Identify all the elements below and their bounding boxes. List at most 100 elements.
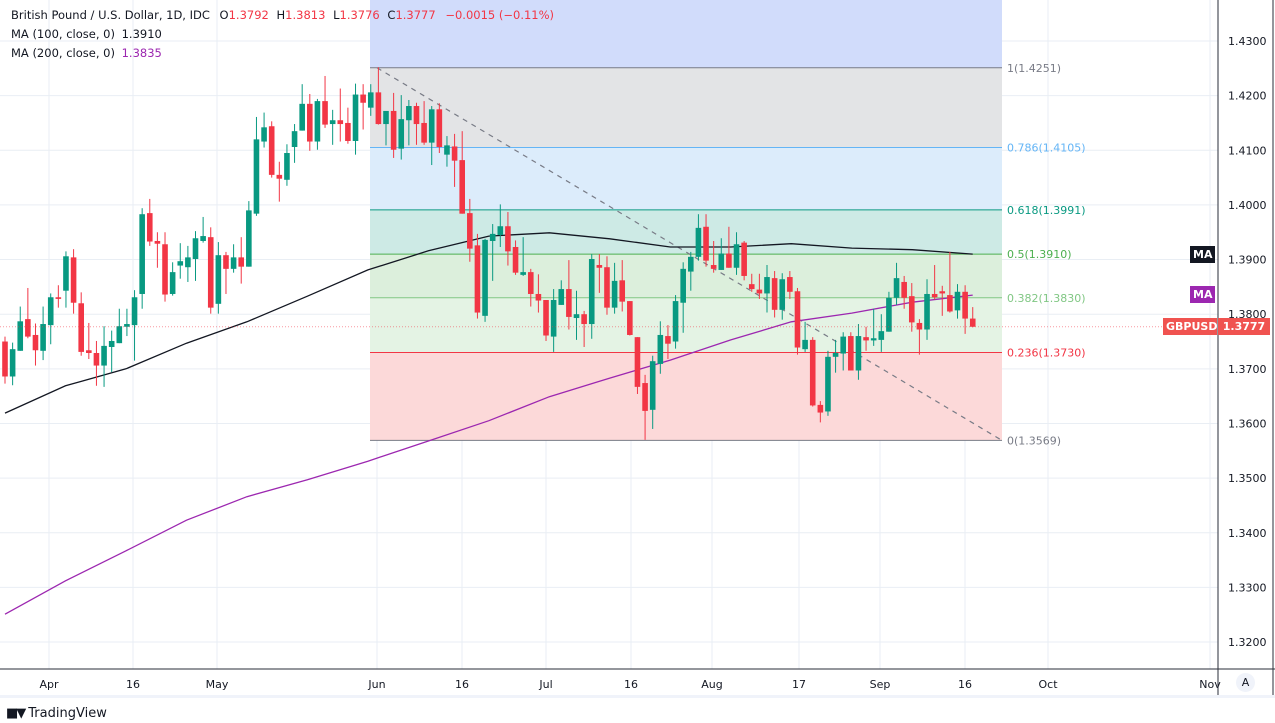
candle [131, 290, 138, 361]
candle [596, 254, 603, 293]
candle-body [649, 361, 656, 410]
candle-body [124, 324, 130, 327]
candle [672, 295, 679, 349]
x-tick-label: Jul [538, 678, 552, 691]
candle [771, 271, 778, 318]
high-value: 1.3813 [285, 8, 326, 22]
candle-body [230, 257, 237, 269]
auto-scale-button[interactable]: A [1236, 673, 1255, 692]
candle-body [505, 226, 511, 252]
candle [527, 268, 534, 307]
candle-body [86, 350, 92, 353]
candle [32, 323, 39, 366]
candle-body [299, 103, 305, 131]
candle-body [261, 127, 267, 142]
candle [535, 274, 542, 313]
fib-upper-zone [370, 0, 1002, 68]
candle [223, 251, 229, 294]
y-tick-label: 1.3400 [1228, 527, 1267, 540]
candle [733, 232, 740, 275]
candle [413, 102, 420, 145]
candle-body [863, 337, 869, 341]
candle-body [322, 101, 328, 125]
candle-body [246, 210, 252, 267]
candle-body [611, 280, 618, 308]
candle [657, 321, 664, 374]
candle-body [398, 119, 405, 149]
candle-body [474, 245, 481, 313]
candle [619, 260, 626, 312]
candle [924, 279, 930, 340]
candle [520, 237, 526, 276]
candle-body [710, 265, 717, 269]
symbol-axis-badge: GBPUSD [1163, 318, 1217, 335]
brand-name: TradingView [28, 706, 107, 721]
y-tick-label: 1.4300 [1228, 35, 1267, 48]
candle [253, 116, 260, 216]
candle [17, 306, 24, 351]
candle [489, 224, 496, 281]
candle [154, 232, 161, 268]
candle [748, 273, 755, 292]
candle [581, 310, 587, 347]
candle-body [489, 233, 496, 241]
candle-body [634, 337, 641, 387]
candle [116, 308, 123, 344]
candle [901, 275, 907, 309]
high-label: H [276, 8, 286, 22]
fib-level-label-0: 0(1.3569) [1007, 434, 1061, 447]
candle-body [642, 383, 648, 411]
candle [329, 109, 336, 145]
candle-body [101, 345, 107, 366]
candle [756, 273, 763, 299]
candle [947, 251, 953, 313]
candle [695, 214, 702, 261]
price-chart[interactable]: 1.43001.42001.41001.40001.39001.38001.37… [0, 0, 1275, 700]
candle [459, 131, 465, 214]
candle-body [146, 213, 153, 242]
fib-level-label-0.382: 0.382(1.3830) [1007, 292, 1086, 305]
candle-body [588, 259, 595, 325]
candle [710, 240, 717, 273]
candle-body [55, 297, 62, 299]
candle [383, 110, 389, 146]
candle [40, 306, 46, 361]
candle [25, 287, 31, 339]
candle [70, 249, 77, 314]
candle [954, 284, 961, 319]
candle-body [337, 120, 344, 125]
candle-body [771, 278, 778, 310]
candle-body [47, 297, 54, 326]
candle-body [939, 291, 946, 294]
candle-body [695, 227, 702, 257]
candle-body [467, 213, 473, 249]
candle [268, 121, 275, 178]
candle [604, 256, 610, 315]
candle [969, 307, 976, 328]
candle [886, 291, 892, 332]
candle-body [718, 253, 725, 270]
candle-body [451, 146, 458, 161]
tradingview-logo[interactable]: ■▼ TradingView [6, 706, 107, 721]
candle [634, 337, 641, 394]
y-tick-label: 1.4200 [1228, 90, 1267, 103]
candle [878, 314, 885, 352]
y-tick-label: 1.3900 [1228, 254, 1267, 267]
candle [192, 231, 199, 281]
ma100-legend-row[interactable]: MA (100, close, 0) 1.3910 [11, 25, 554, 44]
candle-body [421, 122, 427, 143]
candle-body [581, 314, 587, 325]
candle-body [733, 244, 740, 268]
x-tick-label: 16 [958, 678, 972, 691]
y-tick-label: 1.4100 [1228, 144, 1267, 157]
candle [291, 124, 298, 163]
candle-body [550, 299, 557, 337]
candle-body [794, 291, 801, 348]
candle [931, 265, 938, 300]
x-tick-label: Sep [870, 678, 891, 691]
ma200-legend-row[interactable]: MA (200, close, 0) 1.3835 [11, 44, 554, 63]
candle-body [360, 94, 366, 103]
candle [741, 240, 747, 281]
candle-body [185, 257, 191, 268]
candle [703, 214, 709, 267]
